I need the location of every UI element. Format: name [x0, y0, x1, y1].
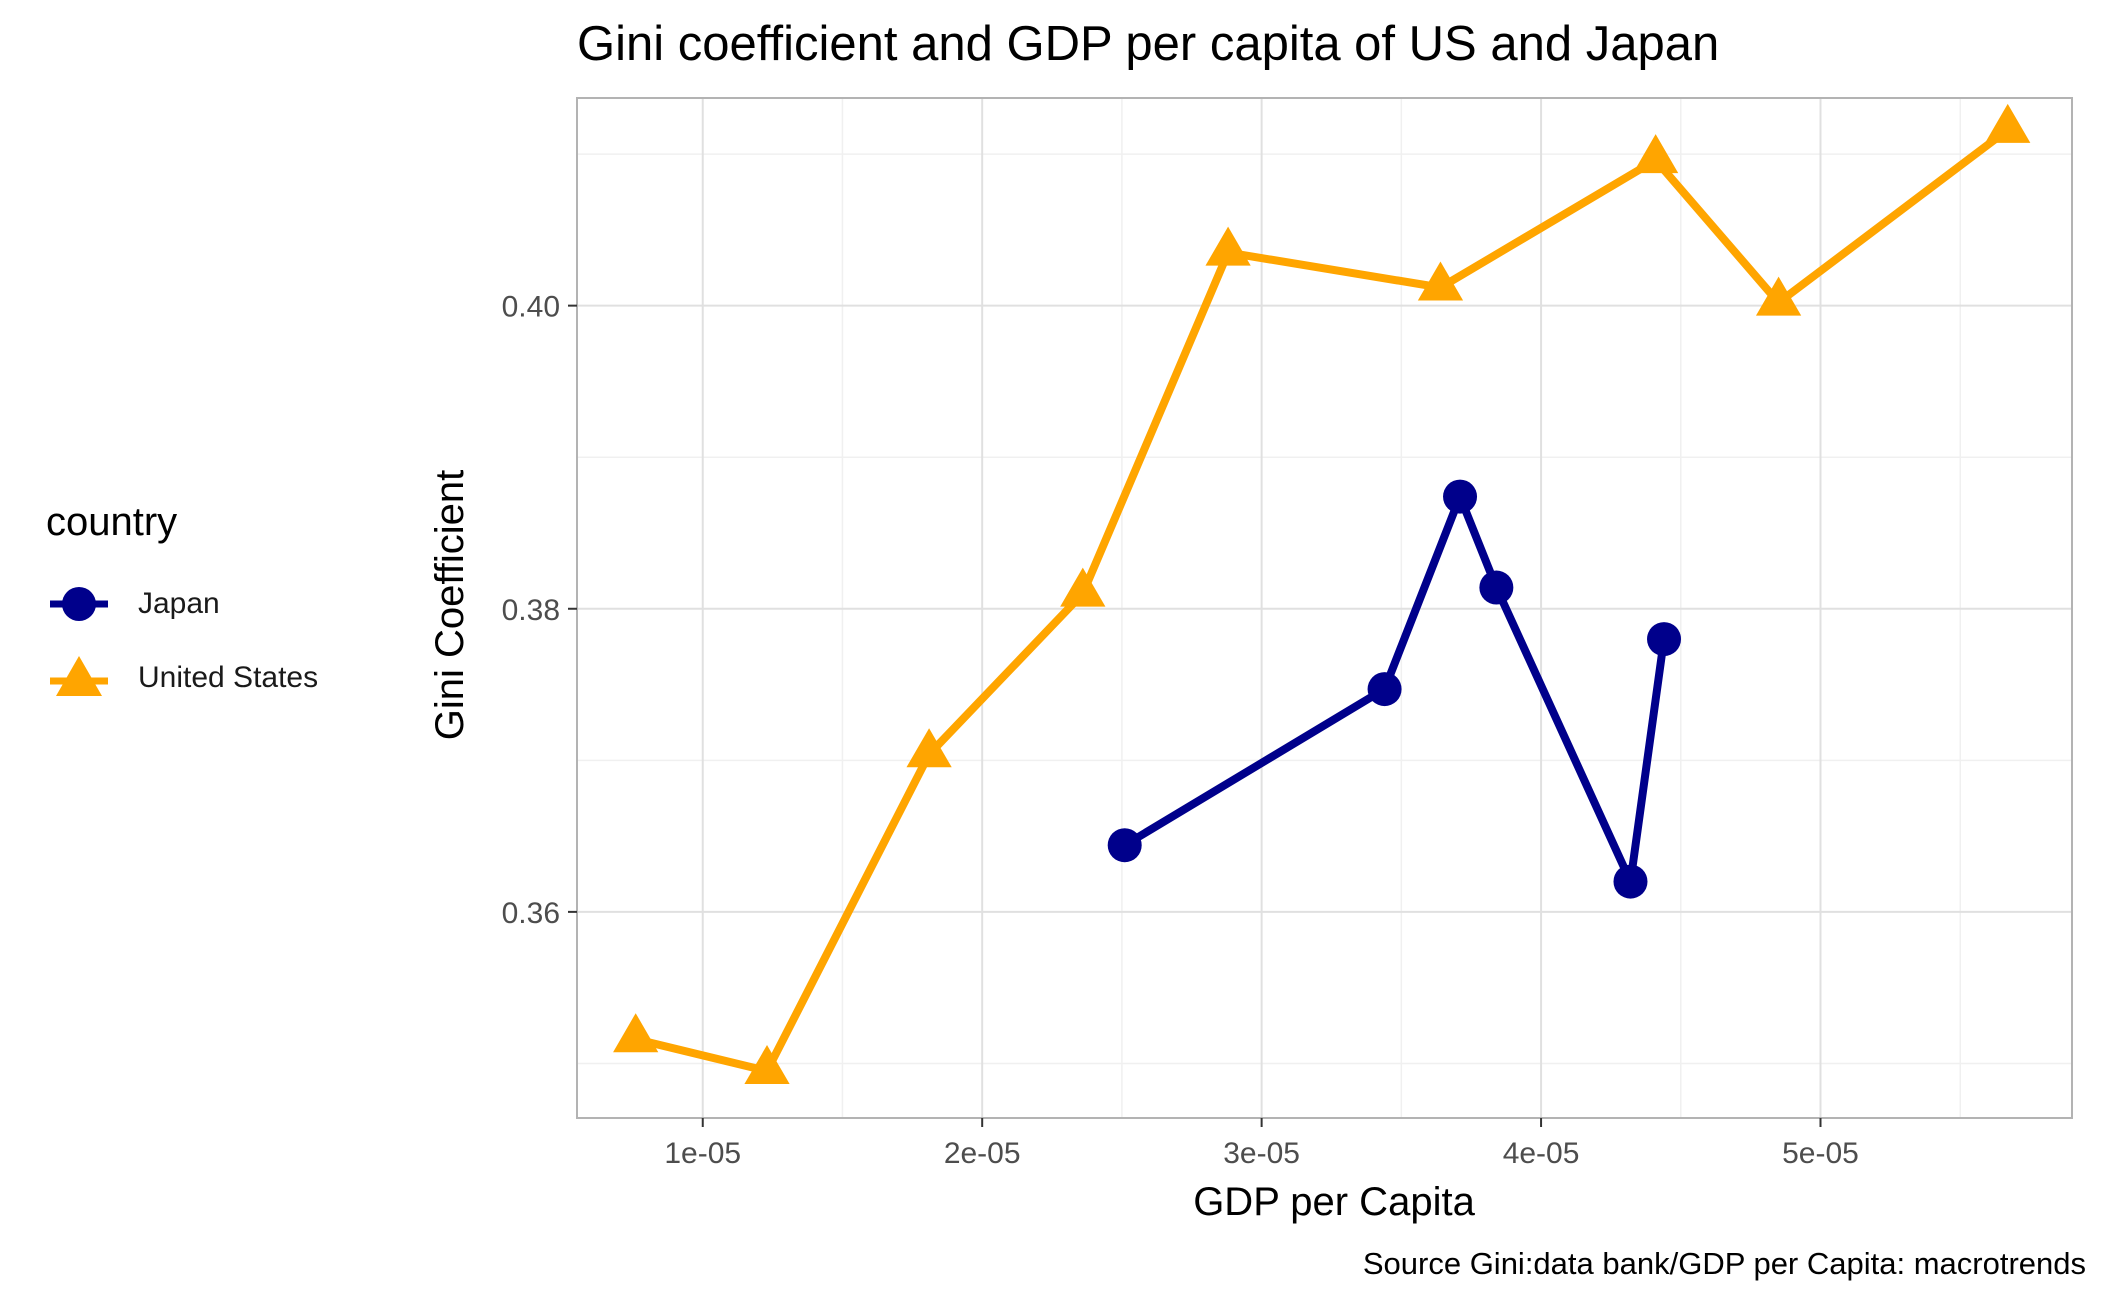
chart-title: Gini coefficient and GDP per capita of U… — [577, 17, 1719, 71]
point-united-states — [744, 1045, 790, 1085]
legend-label-united-states: United States — [138, 661, 319, 694]
legend-label-japan: Japan — [138, 587, 220, 620]
point-united-states — [1060, 567, 1106, 607]
data-markers — [613, 103, 2031, 1085]
point-united-states — [613, 1013, 659, 1053]
x-tick-label: 5e-05 — [1782, 1137, 1859, 1170]
point-japan — [1647, 622, 1682, 657]
legend-item-united-states: United States — [46, 641, 318, 715]
point-united-states — [1417, 261, 1464, 301]
legend-item-japan: Japan — [46, 567, 318, 641]
x-axis-label: GDP per Capita — [1193, 1180, 1475, 1224]
x-tick-label: 2e-05 — [944, 1137, 1021, 1170]
x-axis-ticks: 1e-05 2e-05 3e-05 4e-05 5e-05 — [664, 1118, 1859, 1170]
point-japan — [1479, 570, 1514, 605]
point-united-states — [1205, 226, 1251, 266]
legend-title: country — [46, 500, 178, 544]
point-united-states — [1755, 276, 1802, 316]
x-tick-label: 4e-05 — [1503, 1137, 1580, 1170]
point-united-states — [1985, 103, 2031, 143]
point-japan — [1613, 864, 1648, 899]
y-tick-label: 0.36 — [502, 897, 560, 930]
y-axis-ticks: 0.36 0.38 0.40 — [502, 291, 577, 930]
y-tick-label: 0.40 — [502, 291, 560, 324]
point-japan — [1443, 479, 1478, 514]
series-line-japan — [1120, 492, 1668, 886]
x-tick-label: 1e-05 — [664, 1137, 741, 1170]
point-united-states — [1633, 134, 1679, 174]
y-tick-label: 0.38 — [502, 594, 560, 627]
legend: country Japan United States — [46, 500, 318, 715]
source-caption: Source Gini:data bank/GDP per Capita: ma… — [1363, 1246, 2086, 1281]
point-japan — [1367, 672, 1402, 707]
x-tick-label: 3e-05 — [1223, 1137, 1300, 1170]
point-japan — [1107, 828, 1142, 863]
legend-key-united-states — [50, 656, 108, 696]
legend-key-japan — [50, 587, 108, 621]
point-united-states — [906, 728, 952, 768]
y-axis-label: Gini Coefficient — [428, 470, 472, 741]
